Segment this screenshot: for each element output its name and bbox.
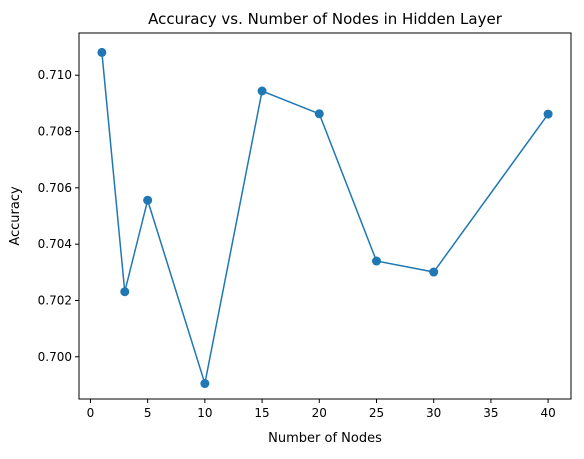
- x-tick-label: 10: [197, 406, 212, 420]
- y-tick-label: 0.710: [38, 68, 72, 82]
- chart-title: Accuracy vs. Number of Nodes in Hidden L…: [148, 10, 503, 28]
- data-point: [543, 109, 553, 119]
- data-point: [371, 256, 381, 266]
- series-layer: [97, 47, 553, 389]
- accuracy-series-line: [101, 52, 549, 384]
- y-tick-label: 0.702: [38, 293, 72, 307]
- x-tick-label: 0: [87, 406, 95, 420]
- data-point: [314, 109, 324, 119]
- x-tick-label: 30: [426, 406, 441, 420]
- x-axis-label: Number of Nodes: [268, 431, 382, 446]
- x-tick-label: 35: [483, 406, 498, 420]
- x-tick-label: 5: [144, 406, 152, 420]
- y-tick-label: 0.706: [38, 181, 72, 195]
- data-point: [429, 267, 439, 277]
- y-axis-ticks: 0.700 0.702 0.704 0.706 0.708 0.710: [38, 68, 79, 364]
- x-tick-label: 15: [254, 406, 269, 420]
- y-tick-label: 0.708: [38, 125, 72, 139]
- y-tick-label: 0.700: [38, 350, 72, 364]
- x-tick-label: 25: [369, 406, 384, 420]
- plot-frame: [78, 32, 572, 400]
- y-tick-label: 0.704: [38, 237, 72, 251]
- data-point: [143, 195, 153, 205]
- data-point: [97, 47, 107, 57]
- x-axis-ticks: 0 5 10 15 20 25 30 35 40: [87, 399, 556, 420]
- x-tick-label: 20: [312, 406, 327, 420]
- data-point: [120, 287, 130, 297]
- y-axis-label: Accuracy: [8, 186, 23, 246]
- data-point: [200, 379, 210, 389]
- data-point: [257, 86, 267, 96]
- x-tick-label: 40: [540, 406, 555, 420]
